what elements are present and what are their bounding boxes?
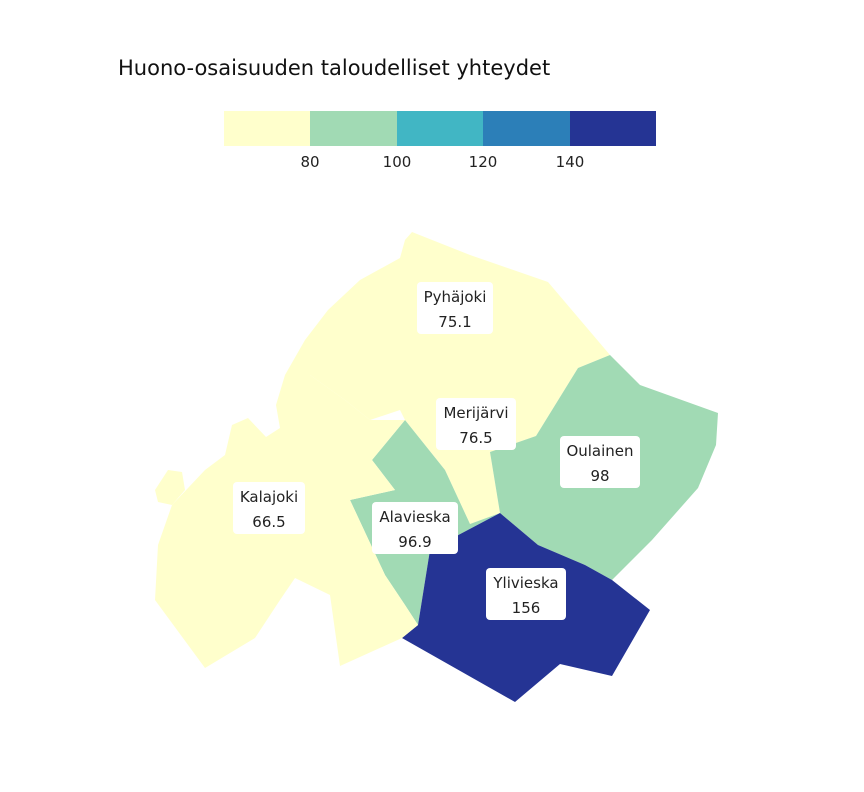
region-label-merijarvi: Merijärvi 76.5 xyxy=(436,398,516,450)
legend-tick-120: 120 xyxy=(468,153,498,171)
legend-tick-100: 100 xyxy=(382,153,412,171)
region-label-box xyxy=(436,398,516,450)
region-pyhajoki[interactable] xyxy=(285,232,610,452)
region-kalajoki-island[interactable] xyxy=(155,470,185,505)
region-label-alavieska: Alavieska 96.9 xyxy=(372,502,458,554)
legend-bin-3 xyxy=(396,111,484,146)
region-name-label: Kalajoki xyxy=(240,488,298,506)
color-legend xyxy=(224,111,657,146)
region-name-label: Pyhäjoki xyxy=(424,288,487,306)
legend-bin-5 xyxy=(569,111,657,146)
map-title: Huono-osaisuuden taloudelliset yhteydet xyxy=(118,56,551,80)
region-label-box xyxy=(233,482,305,534)
legend-tick-140: 140 xyxy=(555,153,585,171)
legend-bin-1 xyxy=(224,111,311,146)
region-value-label: 98 xyxy=(590,467,609,485)
region-name-label: Alavieska xyxy=(379,508,450,526)
region-value-label: 156 xyxy=(512,599,541,617)
region-value-label: 76.5 xyxy=(459,429,492,447)
region-label-box xyxy=(560,436,640,488)
legend-bin-4 xyxy=(483,111,570,146)
region-label-kalajoki: Kalajoki 66.5 xyxy=(233,482,305,534)
region-name-label: Ylivieska xyxy=(492,574,558,592)
region-label-box xyxy=(417,282,493,334)
region-label-box xyxy=(372,502,458,554)
region-label-box xyxy=(486,568,566,620)
region-label-pyhajoki: Pyhäjoki 75.1 xyxy=(417,282,493,334)
region-value-label: 66.5 xyxy=(252,513,285,531)
region-name-label: Oulainen xyxy=(566,442,633,460)
region-label-ylivieska: Ylivieska 156 xyxy=(486,568,566,620)
legend-ticks: 80 100 120 140 xyxy=(224,153,656,175)
legend-tick-80: 80 xyxy=(300,153,320,171)
region-value-label: 96.9 xyxy=(398,533,431,551)
legend-bin-2 xyxy=(310,111,397,146)
region-value-label: 75.1 xyxy=(438,313,471,331)
region-label-oulainen: Oulainen 98 xyxy=(560,436,640,488)
region-name-label: Merijärvi xyxy=(443,404,508,422)
